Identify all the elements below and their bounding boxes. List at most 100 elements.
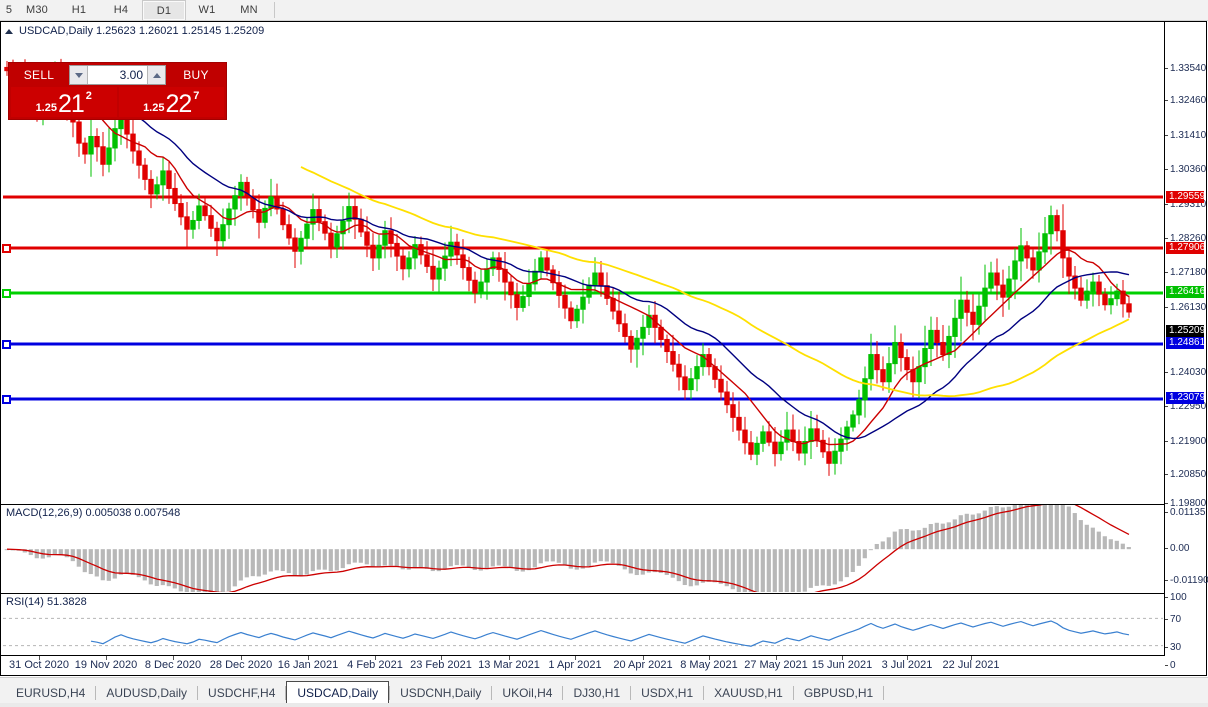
toolbar-separator: [274, 2, 275, 18]
price-tick: 1.27180: [1165, 267, 1207, 278]
buy-price-quote[interactable]: 1.25 22 7: [118, 87, 224, 117]
volume-input[interactable]: 3.00: [88, 66, 147, 84]
rsi-pane[interactable]: RSI(14) 51.3828: [1, 593, 1165, 675]
tab-usdcnh-daily[interactable]: USDCNH,Daily: [400, 685, 482, 700]
date-label: 27 May 2021: [744, 659, 808, 671]
tab-separator: [792, 685, 794, 700]
date-tick: [173, 656, 174, 660]
date-tick: [441, 656, 442, 660]
collapse-triangle-icon[interactable]: [5, 28, 13, 34]
price-tick: 1.24030: [1165, 367, 1207, 378]
rsi-tick: 30: [1165, 642, 1207, 653]
volume-stepper[interactable]: 3.00: [69, 65, 166, 85]
tab-gbpusd-h1[interactable]: GBPUSD,H1: [803, 685, 874, 700]
price-tag-green[interactable]: 1.26416: [1166, 286, 1205, 298]
date-tick: [509, 656, 510, 660]
price-tick: 1.30360: [1165, 164, 1207, 175]
date-label: 4 Feb 2021: [347, 659, 403, 671]
tab-separator: [883, 685, 885, 700]
sell-price-fraction: 2: [85, 90, 92, 102]
tab-eurusd-h4[interactable]: EURUSD,H4: [16, 685, 86, 700]
chart-title-text: USDCAD,Daily 1.25623 1.26021 1.25145 1.2…: [19, 25, 265, 37]
tab-xauusd-h1[interactable]: XAUUSD,H1: [714, 685, 783, 700]
date-label: 1 Apr 2021: [548, 659, 602, 671]
price-tick: 1.26130: [1165, 302, 1207, 313]
date-tick: [643, 656, 644, 660]
macd-tick: -0.01190: [1165, 575, 1208, 586]
timeframe-toolbar: 5 M30 H1 H4 D1 W1 MN: [0, 0, 1208, 21]
timeframe-h4[interactable]: H4: [113, 3, 129, 16]
tab-ukoil-h4[interactable]: UKOil,H4: [502, 685, 553, 700]
date-label: 20 Apr 2021: [613, 659, 673, 671]
tab-dj30-h1[interactable]: DJ30,H1: [573, 685, 621, 700]
volume-increase-button[interactable]: [147, 66, 165, 84]
trade-panel-quotes: 1.25 21 2 1.25 22 7: [9, 87, 226, 119]
price-tick: 1.19800: [1165, 498, 1207, 509]
macd-label: MACD(12,26,9) 0.005038 0.007548: [6, 507, 181, 519]
sell-price-prefix: 1.25: [35, 102, 57, 114]
timeframe-h1[interactable]: H1: [71, 3, 87, 16]
date-label: 23 Feb 2021: [410, 659, 472, 671]
buy-button[interactable]: BUY: [183, 68, 209, 82]
timeframe-5[interactable]: 5: [5, 3, 13, 16]
price-tick: 1.32460: [1165, 95, 1207, 106]
price-tick: 1.28260: [1165, 233, 1207, 244]
tab-audusd-daily[interactable]: AUDUSD,Daily: [106, 685, 188, 700]
date-label: 22 Jul 2021: [942, 659, 1000, 671]
price-tick: 1.22950: [1165, 401, 1207, 412]
tab-separator: [491, 685, 493, 700]
chart-canvas-window[interactable]: USDCAD,Daily 1.25623 1.26021 1.25145 1.2…: [0, 21, 1208, 676]
date-label: 31 Oct 2020: [9, 659, 69, 671]
date-tick: [907, 656, 908, 660]
sell-button[interactable]: SELL: [23, 68, 55, 82]
price-scale[interactable]: 1.33540 1.32460 1.31410 1.30360 1.29310 1.282…: [1164, 22, 1208, 675]
symbol-tab-bar[interactable]: EURUSD,H4 AUDUSD,Daily USDCHF,H4 USDCAD,Dai…: [0, 677, 1208, 707]
sell-price-quote[interactable]: 1.25 21 2: [11, 87, 117, 117]
price-tick: 1.31410: [1165, 130, 1207, 141]
price-tag-red[interactable]: 1.29559: [1166, 191, 1205, 203]
chevron-up-icon: [152, 72, 161, 78]
date-tick: [241, 656, 242, 660]
date-tick: [971, 656, 972, 660]
tab-separator: [285, 685, 287, 700]
date-label: 16 Jan 2021: [277, 659, 339, 671]
price-tick: 1.33540: [1165, 63, 1207, 74]
date-tick: [308, 656, 309, 660]
rsi-label: RSI(14) 51.3828: [6, 596, 87, 608]
horizontal-scrollbar[interactable]: [0, 703, 1208, 707]
date-scale[interactable]: 31 Oct 2020 19 Nov 2020 8 Dec 2020 28 Dec 2…: [1, 655, 1165, 675]
price-tick: 1.20850: [1165, 469, 1207, 480]
timeframe-m30[interactable]: M30: [26, 3, 48, 16]
price-tag-red[interactable]: 1.27906: [1166, 242, 1205, 254]
date-tick: [39, 656, 40, 660]
price-tag-blue[interactable]: 1.23079: [1166, 392, 1205, 404]
price-pane[interactable]: [1, 40, 1165, 503]
date-label: 3 Jul 2021: [881, 659, 933, 671]
timeframe-mn[interactable]: MN: [240, 3, 258, 16]
volume-decrease-button[interactable]: [70, 66, 88, 84]
tab-separator: [630, 685, 632, 700]
date-tick: [375, 656, 376, 660]
tab-usdchf-h4[interactable]: USDCHF,H4: [208, 685, 276, 700]
tab-separator: [703, 685, 705, 700]
price-tag-blue[interactable]: 1.24861: [1166, 337, 1205, 349]
one-click-trading-panel[interactable]: SELL 3.00 BUY 1.25 21 2 1.25 22 7: [8, 62, 227, 120]
timeframe-w1[interactable]: W1: [198, 3, 216, 16]
price-chart-svg: [2, 58, 1163, 476]
date-label: 19 Nov 2020: [74, 659, 138, 671]
date-tick: [106, 656, 107, 660]
tab-separator: [562, 685, 564, 700]
timeframe-d1[interactable]: D1: [142, 0, 186, 21]
trade-panel-controls: SELL 3.00 BUY: [9, 63, 226, 87]
macd-pane[interactable]: MACD(12,26,9) 0.005038 0.007548: [1, 504, 1165, 592]
price-tag-black[interactable]: 1.25209: [1166, 325, 1205, 337]
tab-separator: [197, 685, 199, 700]
tab-usdx-h1[interactable]: USDX,H1: [641, 685, 694, 700]
sell-price-big: 21: [57, 90, 85, 118]
date-tick: [776, 656, 777, 660]
date-tick: [709, 656, 710, 660]
price-tick: 1.29310: [1165, 199, 1207, 210]
tab-usdcad-daily[interactable]: USDCAD,Daily: [286, 680, 390, 705]
rsi-tick: 0: [1165, 660, 1207, 671]
